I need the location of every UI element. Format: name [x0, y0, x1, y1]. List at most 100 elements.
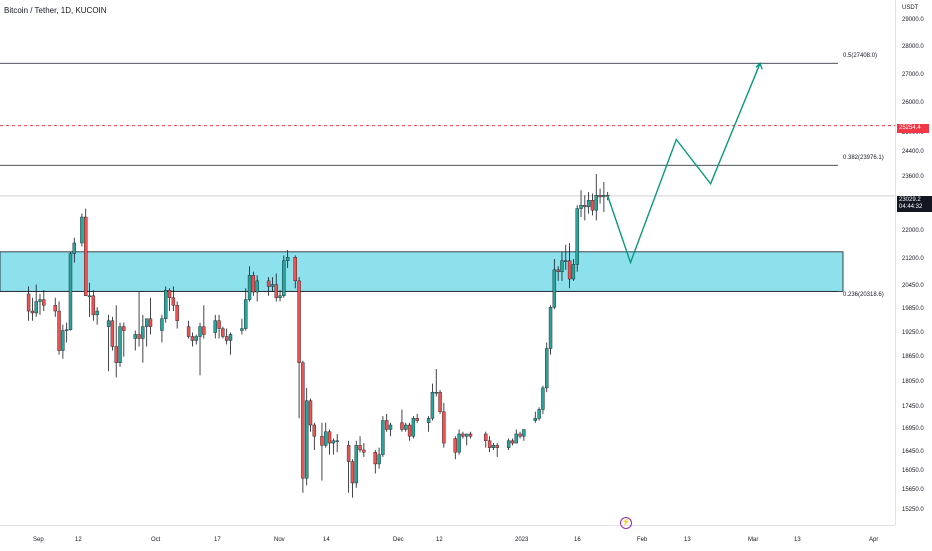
candle [453, 436, 457, 460]
candle [407, 422, 412, 441]
candle-body [586, 200, 591, 208]
lightning-alert-icon[interactable]: ⚡ [620, 517, 632, 529]
candle [552, 258, 557, 310]
price-tick-label: 20450.0 [902, 283, 924, 290]
price-tick-label: 22000.0 [902, 227, 924, 234]
price-axis[interactable] [895, 0, 932, 525]
candle-body [320, 436, 324, 446]
candle [221, 326, 225, 339]
symbol-title: Bitcoin / Tether, 1D, KUCOIN [4, 6, 107, 15]
chart-area[interactable]: Bitcoin / Tether, 1D, KUCOIN [0, 0, 895, 525]
candle [190, 332, 195, 347]
candle-body [491, 445, 496, 448]
candle [495, 443, 499, 457]
candle [598, 188, 602, 204]
time-tick-label: Feb [637, 537, 648, 543]
price-tick-label: 23600.0 [902, 174, 924, 181]
candle [491, 443, 496, 450]
candle-body [144, 318, 149, 327]
candle [53, 297, 57, 317]
candle [461, 431, 465, 439]
candle [510, 438, 515, 446]
candle [224, 328, 229, 345]
candle [202, 305, 206, 339]
candle-body [548, 307, 553, 349]
candle-body [545, 348, 549, 389]
candle-body [228, 334, 233, 341]
candles-layer [26, 174, 610, 498]
candle-body [411, 418, 416, 437]
candle [72, 237, 76, 263]
price-tick-label: 27000.0 [902, 71, 924, 78]
candle [331, 438, 336, 455]
time-axis[interactable] [0, 525, 895, 551]
candle-body [95, 310, 99, 316]
time-tick-label: Apr [869, 537, 879, 543]
candle [84, 208, 88, 297]
candle [537, 407, 541, 421]
candle-body [602, 195, 606, 198]
candle [293, 255, 297, 289]
price-tick-label: 16050.0 [902, 468, 924, 475]
candle [506, 438, 511, 450]
candle [278, 290, 282, 302]
candle-body [61, 330, 65, 351]
time-tick-label: 12 [436, 537, 443, 543]
candle [64, 322, 69, 343]
red-level-badge: 25254.4 [897, 124, 929, 133]
candle [301, 360, 305, 493]
candle-body [255, 280, 259, 293]
candle [148, 297, 153, 335]
candle-body [148, 318, 153, 327]
candle [327, 429, 332, 455]
candle [579, 190, 583, 218]
candle-body [457, 433, 461, 453]
candle [381, 416, 385, 457]
candle [415, 413, 419, 423]
time-tick-label: 13 [684, 537, 691, 543]
price-tick-label: 29000.0 [902, 17, 924, 24]
candle-body [461, 433, 465, 437]
candle [240, 318, 244, 335]
candle [583, 195, 587, 221]
candle-body [324, 431, 328, 446]
candle-body [434, 391, 438, 394]
candle-body [465, 433, 469, 437]
candlestick-chart[interactable] [0, 0, 895, 525]
candle-body [202, 326, 206, 335]
candle-body [72, 242, 76, 254]
candle-body [57, 310, 61, 351]
price-tick-label: 26000.0 [902, 100, 924, 107]
candle-body [407, 424, 412, 437]
time-tick-label: 12 [75, 537, 82, 543]
price-tick-label: 28000.0 [902, 44, 924, 50]
candle [244, 288, 248, 331]
candle-body [171, 297, 176, 306]
candle [228, 332, 233, 355]
candle [404, 422, 408, 432]
candle-body [293, 256, 297, 282]
candle-body [567, 260, 572, 280]
candle-body [110, 320, 115, 347]
candle-body [297, 280, 301, 363]
candle-body [510, 440, 515, 444]
candle [487, 436, 492, 453]
candle [160, 314, 164, 343]
candle-body [537, 409, 541, 419]
candle [80, 213, 84, 247]
candle [346, 440, 351, 493]
candle-body [358, 445, 362, 451]
time-tick-label: 16 [574, 537, 581, 543]
candle [518, 431, 522, 439]
candle-body [221, 328, 225, 337]
candle [175, 301, 179, 329]
candle-body [522, 429, 526, 437]
candle-body [575, 208, 579, 265]
candle [213, 314, 217, 339]
candle-body [373, 452, 377, 465]
candle [38, 293, 42, 315]
time-tick-label: 14 [323, 537, 330, 543]
candle [373, 449, 377, 474]
candle [87, 282, 92, 317]
candle-body [213, 320, 217, 333]
